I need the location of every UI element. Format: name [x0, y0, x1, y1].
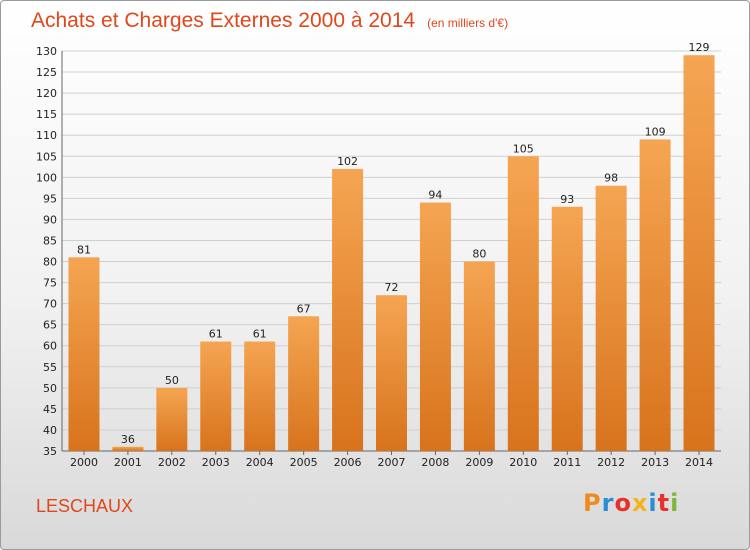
y-tick-label: 60: [43, 340, 57, 353]
bar-2005: [288, 316, 320, 451]
x-tick-label: 2007: [378, 456, 406, 469]
x-tick-label: 2010: [509, 456, 537, 469]
bar-value-label: 61: [253, 328, 267, 341]
bar-2008: [419, 202, 451, 451]
brand-letter: i: [670, 489, 680, 517]
bar-2003: [200, 341, 232, 451]
bar-value-label: 109: [645, 125, 666, 138]
bar-2006: [332, 168, 364, 452]
bar-value-label: 36: [121, 433, 135, 446]
y-tick-label: 110: [36, 129, 57, 142]
y-tick-label: 115: [36, 108, 57, 121]
y-tick-label: 90: [43, 213, 57, 226]
y-tick-label: 105: [36, 150, 57, 163]
bar-value-label: 61: [209, 328, 223, 341]
y-tick-label: 40: [43, 424, 57, 437]
x-tick-label: 2006: [334, 456, 362, 469]
y-tick-label: 125: [36, 66, 57, 79]
bar-value-label: 67: [297, 302, 311, 315]
x-tick-label: 2014: [685, 456, 713, 469]
bar-2002: [156, 387, 188, 451]
brand-letter: o: [614, 489, 632, 517]
y-tick-label: 45: [43, 403, 57, 416]
brand-letter: i: [648, 489, 658, 517]
y-tick-label: 70: [43, 298, 57, 311]
y-tick-label: 65: [43, 319, 57, 332]
bar-value-label: 94: [428, 189, 442, 202]
bar-2011: [551, 206, 583, 451]
y-tick-label: 85: [43, 234, 57, 247]
x-tick-label: 2002: [158, 456, 186, 469]
x-tick-label: 2003: [202, 456, 230, 469]
bar-2007: [376, 295, 407, 451]
x-tick-label: 2005: [290, 456, 318, 469]
chart-title: Achats et Charges Externes 2000 à 2014: [31, 9, 416, 32]
bar-value-label: 105: [513, 142, 534, 155]
bar-2012: [595, 185, 627, 451]
commune-name: LESCHAUX: [36, 496, 134, 516]
title-row: Achats et Charges Externes 2000 à 2014 (…: [31, 9, 508, 33]
brand-letter: x: [631, 489, 649, 517]
y-tick-label: 95: [43, 192, 57, 205]
x-tick-label: 2012: [597, 456, 625, 469]
brand-letter: r: [601, 489, 615, 517]
chart-unit: (en milliers d'€): [427, 16, 509, 30]
y-tick-label: 75: [43, 277, 57, 290]
y-tick-label: 130: [36, 45, 57, 58]
y-tick-label: 35: [43, 445, 57, 458]
bar-value-label: 93: [560, 193, 574, 206]
bar-2009: [463, 261, 495, 451]
x-tick-label: 2009: [465, 456, 493, 469]
y-tick-label: 80: [43, 256, 57, 269]
bar-2001: [112, 446, 144, 451]
bar-value-label: 72: [385, 281, 399, 294]
brand-letter: t: [657, 489, 671, 517]
x-tick-label: 2008: [421, 456, 449, 469]
bar-value-label: 80: [472, 248, 486, 261]
x-tick-label: 2004: [246, 456, 274, 469]
bar-value-label: 102: [337, 155, 358, 168]
brand-letter: P: [583, 489, 602, 517]
y-tick-label: 55: [43, 361, 57, 374]
brand-logo: Proxiti: [583, 489, 679, 517]
bar-value-label: 129: [689, 41, 710, 54]
x-tick-label: 2001: [114, 456, 142, 469]
x-tick-label: 2013: [641, 456, 669, 469]
x-tick-label: 2000: [70, 456, 98, 469]
y-tick-label: 100: [36, 171, 57, 184]
bar-2010: [507, 156, 539, 451]
bar-2014: [683, 55, 715, 452]
bar-value-label: 50: [165, 374, 179, 387]
bar-2000: [68, 257, 100, 451]
y-tick-label: 50: [43, 382, 57, 395]
bar-value-label: 81: [77, 243, 91, 256]
y-tick-label: 120: [36, 87, 57, 100]
bar-value-label: 98: [604, 172, 618, 185]
bar-2013: [639, 139, 671, 451]
x-tick-label: 2011: [553, 456, 581, 469]
bar-2004: [244, 341, 276, 451]
